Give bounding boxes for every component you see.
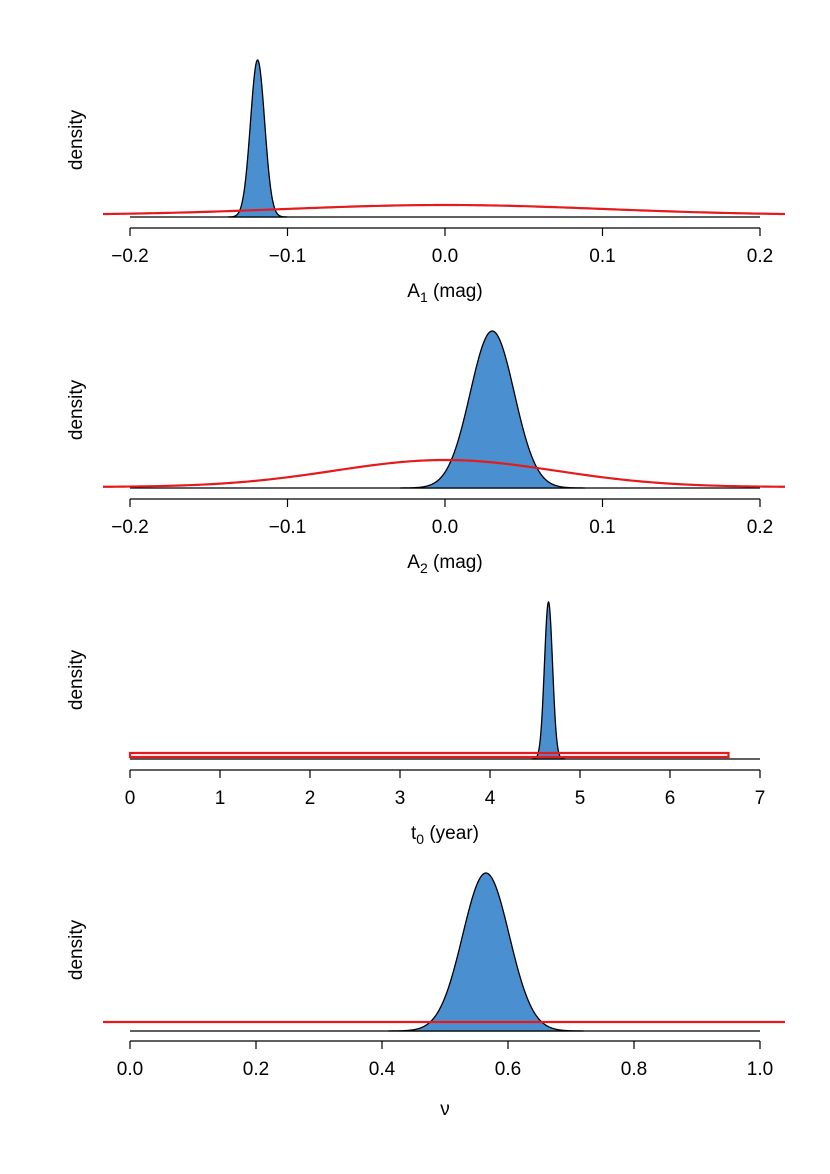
x-tick-label: −0.1 [269, 246, 307, 267]
x-axis-label: t0 (year) [411, 823, 479, 847]
x-tick-label: 4 [485, 788, 496, 809]
density-panel-2: −0.2 −0.1 0.0 0.1 0.2 A2 (mag) density [66, 330, 786, 576]
x-tick-label: 1.0 [747, 1059, 773, 1080]
x-axis-label: A2 (mag) [407, 552, 482, 576]
x-tick-label: 0.0 [117, 1059, 143, 1080]
x-axis-label: A1 (mag) [407, 281, 482, 305]
x-tick-label: 0.6 [495, 1059, 521, 1080]
x-tick-label: −0.2 [111, 517, 149, 538]
x-tick-label: 0.1 [589, 517, 615, 538]
posterior-density-area [531, 601, 566, 760]
posterior-density-area [399, 330, 585, 489]
x-tick-label: 0.2 [243, 1059, 269, 1080]
x-tick-label: 0.1 [589, 246, 615, 267]
prior-density-curve [128, 751, 730, 759]
y-axis-label: density [66, 379, 87, 440]
posterior-density-area [388, 872, 584, 1032]
y-axis-label: density [66, 919, 87, 980]
x-tick-label: 0.0 [432, 517, 458, 538]
x-tick-label: 1 [215, 788, 226, 809]
x-tick-label: 7 [755, 788, 766, 809]
prior-density-curve [102, 203, 786, 216]
x-tick-label: −0.2 [111, 246, 149, 267]
x-tick-label: 0.0 [432, 246, 458, 267]
x-tick-label: 0.2 [747, 517, 773, 538]
density-panel-1: −0.2 −0.1 0.0 0.1 0.2 A1 (mag) density [66, 59, 786, 305]
x-tick-label: 0 [125, 788, 136, 809]
prior-density-curve [102, 458, 786, 488]
x-tick-label: 6 [665, 788, 676, 809]
x-tick-label: 0.8 [621, 1059, 647, 1080]
x-tick-label: 5 [575, 788, 586, 809]
x-tick-label: 3 [395, 788, 406, 809]
x-tick-label: 0.4 [369, 1059, 396, 1080]
x-axis-label: ν [440, 1099, 450, 1120]
density-panel-3: 0 1 2 3 4 5 6 7 t0 (year) density [66, 601, 766, 847]
density-panel-4: 0.0 0.2 0.4 0.6 0.8 1.0 ν density [66, 872, 785, 1120]
x-tick-label: 0.2 [747, 246, 773, 267]
x-tick-label: −0.1 [269, 517, 307, 538]
x-tick-label: 2 [305, 788, 316, 809]
y-axis-label: density [66, 109, 87, 170]
posterior-density-area [227, 59, 288, 218]
y-axis-label: density [66, 649, 87, 710]
